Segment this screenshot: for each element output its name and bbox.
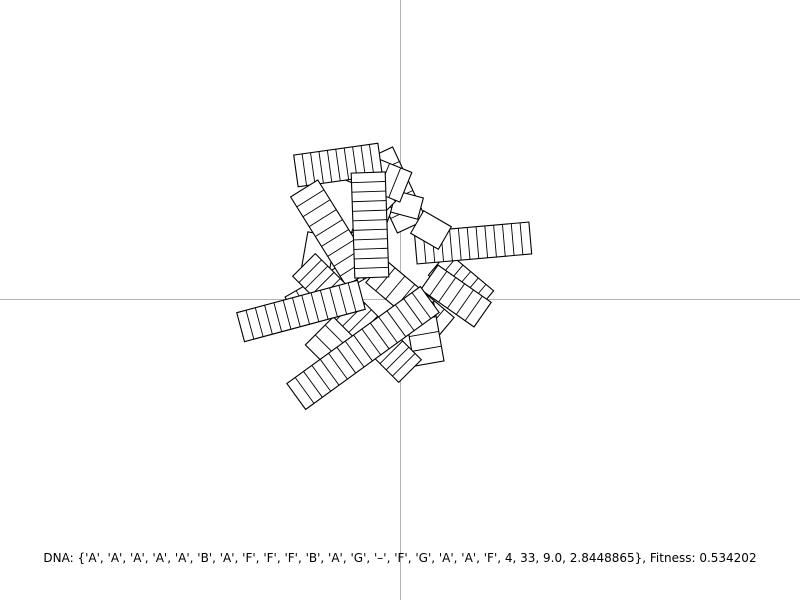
strip-rung: [321, 229, 349, 247]
strip-rung: [319, 359, 340, 386]
strip-rung: [457, 228, 462, 261]
strip-rung: [319, 290, 329, 320]
strip-rung: [335, 149, 341, 181]
strip-rung: [510, 223, 515, 256]
ladder-strip: [409, 209, 453, 251]
strip-rung: [336, 346, 357, 374]
strip-rung: [475, 226, 480, 259]
strip-rung: [519, 222, 524, 255]
strip-rung: [327, 238, 356, 257]
strip-rung: [352, 200, 387, 203]
ladder-strip: [236, 279, 366, 343]
strip-outline: [350, 171, 390, 279]
strip-rung: [311, 365, 332, 392]
strip-rung: [294, 377, 315, 404]
strip-rung: [375, 267, 396, 292]
strip-outline: [409, 209, 453, 251]
strip-rung: [304, 265, 329, 290]
strip-rung: [493, 225, 497, 258]
strip-rung: [385, 275, 406, 300]
strip-rung: [449, 228, 453, 261]
strip-rung: [292, 297, 301, 327]
strip-rung: [351, 190, 386, 193]
strip-rung: [301, 295, 310, 325]
strip-rung: [368, 144, 375, 177]
strip-rung: [326, 150, 333, 183]
strip-rung: [353, 238, 388, 241]
strip-rung: [343, 147, 350, 180]
strip-rung: [394, 304, 415, 331]
strip-rung: [353, 228, 388, 231]
strip-rung: [347, 282, 357, 312]
strip-rung: [502, 224, 506, 257]
strip-rung: [411, 292, 432, 319]
strip-rung: [411, 345, 442, 352]
strip-rung: [352, 209, 387, 212]
strip-rung: [464, 295, 483, 321]
strip-rung: [353, 334, 373, 362]
ladder-strip: [420, 264, 492, 328]
strip-rung: [301, 153, 308, 186]
strip-rung: [361, 328, 382, 356]
strip-rung: [324, 324, 346, 346]
ladder-strip: [286, 285, 440, 411]
strip-rung: [308, 209, 337, 228]
strip-rung: [388, 167, 402, 198]
strip-rung: [403, 298, 423, 325]
strip-rung: [369, 322, 390, 350]
strip-outline: [236, 279, 366, 343]
strip-rung: [438, 277, 457, 303]
strip-rung: [455, 289, 474, 315]
strip-rung: [298, 259, 322, 283]
strip-rung: [466, 227, 471, 260]
strip-rung: [344, 340, 365, 368]
strip-rung: [296, 189, 325, 208]
strip-rung: [310, 152, 316, 185]
strip-rung: [385, 346, 410, 371]
strip-rung: [379, 340, 403, 364]
ladder-strip: [350, 171, 390, 279]
strip-rung: [348, 309, 372, 333]
strip-rung: [245, 310, 255, 340]
strip-rung: [254, 307, 264, 337]
strip-rung: [392, 353, 416, 377]
strip-rung: [318, 151, 324, 184]
strip-rung: [338, 285, 348, 315]
strip-rung: [447, 283, 465, 309]
strip-rung: [351, 181, 386, 184]
strip-rung: [378, 316, 398, 344]
strip-rung: [386, 310, 407, 337]
strip-rung: [409, 330, 439, 338]
strip-rung: [354, 257, 389, 260]
strip-outline: [291, 252, 423, 384]
strip-rung: [352, 219, 387, 222]
strip-rung: [354, 266, 389, 269]
strip-rung: [282, 300, 292, 330]
strip-rung: [329, 287, 338, 317]
strip-rung: [273, 302, 283, 332]
strip-rung: [360, 145, 366, 178]
strip-rung: [302, 199, 331, 218]
ladder-strip-cluster: [236, 142, 533, 411]
strip-rung: [353, 247, 388, 250]
strip-rung: [328, 352, 348, 380]
dna-fitness-readout: DNA: {'A', 'A', 'A', 'A', 'A', 'B', 'A',…: [43, 551, 757, 565]
strip-rung: [429, 271, 448, 297]
strip-rung: [264, 305, 273, 335]
strip-rung: [484, 225, 489, 258]
strip-rung: [303, 371, 323, 398]
strip-rung: [315, 219, 343, 237]
strip-rung: [310, 292, 320, 322]
